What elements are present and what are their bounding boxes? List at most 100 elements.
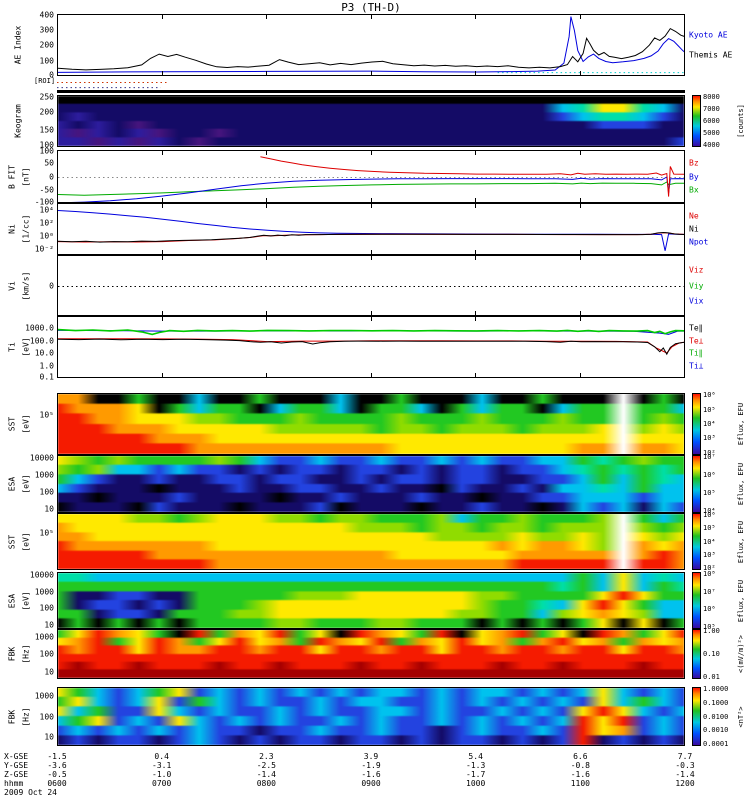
ae-ytick-0: 400 [39,10,54,20]
ni-series-Npot [58,210,684,251]
esa2-ytick-2: 100 [39,603,54,613]
ti-ylabel: Ti [7,342,17,352]
esa2-cbtick-2: 10⁶ [703,605,716,614]
footer-value-X-GSE-2: 2.3 [259,751,274,761]
panel-keogram [57,95,685,147]
vi-xtick-top [57,256,58,260]
footer-value-hhmm-6: 1200 [675,778,695,788]
bfit-label-2: Bx [689,185,699,195]
sst2-yunit: [eV] [21,531,31,552]
vi-label-0: Viz [689,265,704,275]
sst1-ytick-0: 10⁵ [39,410,54,420]
footer-value-Y-GSE-0: -3.6 [47,760,67,770]
ti-ytick-3: 1.0 [39,361,54,371]
roi-corner-label: [ROI] [34,77,56,85]
footer-value-hhmm-3: 0900 [361,778,381,788]
footer-value-hhmm-4: 1000 [466,778,486,788]
fbk2-ytick-0: 1000 [34,691,54,701]
vi-xtick-bottom [161,311,163,315]
footer-value-hhmm-2: 0800 [256,778,276,788]
ae-xtick-bottom [370,71,372,75]
esa2-cbtick-0: 10⁸ [703,570,716,579]
esa1-cbtick-3: 10⁴ [703,506,716,515]
ti-label-2: Ti∥ [689,348,703,358]
footer-value-Z-GSE-5: -1.6 [570,769,590,779]
bfit-series-By [71,176,684,202]
ni-xtick-top [266,204,267,208]
fbk2-cbtick-4: 0.0001 [703,739,729,748]
keogram-colorbar-label: [counts] [737,104,745,138]
ti-ytick-2: 10.0 [34,348,54,358]
esa1-spectrogram-image [58,456,684,512]
ti-series-Ti-par [58,328,684,336]
sst2-spectrogram-image [58,514,684,569]
bfit-ytick-2: 0 [49,172,54,181]
bfit-label-0: Bz [689,158,699,168]
ni-ylabel: Ni [7,224,17,234]
ti-yunit: [eV] [21,337,31,357]
fbk2-ytick-2: 10 [44,732,54,742]
vi-xtick-top [370,256,372,260]
panel-esa2 [57,572,685,629]
esa2-spectrogram-image [58,573,684,628]
ti-series-Te-par [58,338,684,356]
vi-xtick-top [266,256,267,260]
ae-ytick-4: 0 [49,70,54,80]
vi-xtick-top [161,256,163,260]
ae-label-1: Themis AE [689,50,733,60]
bfit-xtick-top [579,151,581,155]
ti-xtick-top [370,317,372,321]
keogram-cbtick-4: 4000 [703,140,720,149]
panel-bfit [57,150,685,203]
sst1-cbtick-3: 10³ [703,434,716,443]
fbk1-colorbar-label: <(mV/m)²> [737,635,745,673]
ti-xtick-bottom [161,373,163,377]
vi-xtick-bottom [57,311,58,315]
ti-xtick-top [57,317,58,321]
bfit-label-1: By [689,172,699,181]
fbk1-spectrogram-image [58,630,684,678]
bfit-xtick-top [266,151,267,155]
ti-xtick-top [475,317,476,321]
fbk1-ytick-1: 100 [39,649,54,659]
fbk2-colorbar-label: <nT²> [737,705,745,728]
esa1-ytick-2: 100 [39,487,54,497]
ae-xtick-top [57,15,58,19]
fbk2-ylabel: FBK [7,709,17,724]
ae-xtick-top [684,15,685,19]
fbk1-yunit: [Hz] [21,644,31,664]
bfit-xtick-top [684,151,685,155]
footer-value-Z-GSE-6: -1.4 [675,769,695,779]
footer-value-Z-GSE-0: -0.5 [47,769,67,779]
ae-ytick-1: 300 [39,25,54,34]
keogram-colorbar [692,95,701,147]
bfit-xtick-top [161,151,163,155]
ae-xtick-bottom [475,71,476,75]
esa2-ytick-1: 1000 [34,587,54,597]
footer-value-X-GSE-5: 6.6 [573,751,588,761]
bfit-ytick-3: -50 [39,185,54,195]
footer-value-Y-GSE-1: -3.1 [152,760,172,770]
ni-xtick-bottom [266,250,267,254]
footer-value-X-GSE-4: 5.4 [468,751,483,761]
esa2-cbtick-1: 10⁷ [703,587,716,596]
panel-ae [57,14,685,76]
bfit-xtick-top [57,151,58,155]
esa2-colorbar [692,572,701,629]
ni-xtick-top [161,204,163,208]
bfit-xtick-bottom [57,198,58,202]
footer-label-X-GSE: X-GSE [4,751,29,761]
ni-xtick-bottom [161,250,163,254]
footer-value-X-GSE-3: 3.9 [363,751,379,761]
ni-xtick-top [370,204,372,208]
bfit-xtick-top [475,151,476,155]
ae-ytick-2: 200 [39,40,54,50]
sst2-cbtick-2: 10⁴ [703,537,716,546]
bfit-ylabel: B FIT [7,164,17,189]
bfit-series-Bx [58,181,684,196]
ae-xtick-top [475,15,476,19]
plot-title: P3 (TH-D) [341,1,401,14]
panel-roi [57,79,685,93]
esa1-yunit: [eV] [21,474,31,494]
